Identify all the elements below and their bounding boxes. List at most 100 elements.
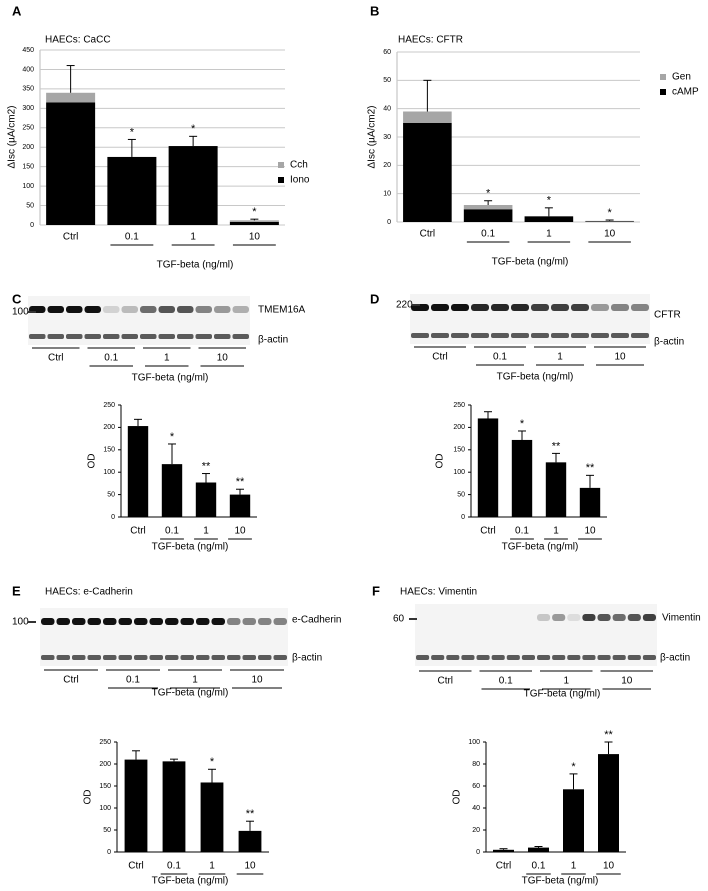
- actin-band: [471, 333, 489, 338]
- y-tick-label: 0: [107, 849, 111, 856]
- y-tick-label: 80: [472, 761, 480, 768]
- x-axis-label: TGF-beta (ng/ml): [502, 542, 579, 553]
- marker-label: 100: [12, 617, 29, 628]
- bar: [200, 782, 224, 852]
- bar-segment: [46, 102, 96, 225]
- y-tick-label: 150: [103, 447, 115, 454]
- chart-title: HAECs: Vimentin: [400, 587, 477, 598]
- x-tick-label: 1: [203, 526, 209, 537]
- actin-band: [491, 333, 509, 338]
- x-tick-label: 10: [244, 861, 256, 872]
- significance: *: [547, 195, 552, 207]
- actin-band: [567, 655, 581, 660]
- x-tick-label: 0.1: [515, 526, 529, 537]
- legend-label: cAMP: [672, 87, 699, 98]
- x-tick-label: Ctrl: [128, 861, 144, 872]
- y-axis-label: OD: [83, 790, 94, 805]
- bar-segment: [585, 220, 634, 222]
- blot-band: [551, 304, 569, 311]
- y-tick-label: 200: [99, 761, 111, 768]
- blot-band: [567, 614, 581, 621]
- actin-band: [571, 333, 589, 338]
- x-tick-label: 10: [604, 229, 616, 240]
- y-tick-label: 350: [22, 86, 34, 93]
- actin-band: [158, 334, 175, 339]
- actin-band: [211, 655, 225, 660]
- actin-band: [195, 334, 212, 339]
- panel-letter: A: [12, 3, 22, 18]
- significance: **: [552, 440, 561, 452]
- lane-label: 10: [614, 352, 626, 363]
- lane-label: 1: [192, 675, 198, 686]
- x-tick-label: 0.1: [532, 861, 546, 872]
- blot-band: [571, 304, 589, 311]
- y-tick-label: 100: [22, 183, 34, 190]
- marker-label: 220: [396, 300, 413, 311]
- control-label: β-actin: [258, 335, 288, 346]
- blot-band: [627, 614, 641, 621]
- actin-band: [66, 334, 83, 339]
- significance: **: [246, 808, 255, 820]
- y-tick-label: 60: [472, 783, 480, 790]
- x-tick-label: 0.1: [481, 229, 495, 240]
- actin-band: [103, 334, 120, 339]
- bar-segment: [463, 209, 513, 222]
- blot-band: [103, 618, 117, 625]
- blot-band: [140, 306, 157, 313]
- blot-band: [214, 306, 231, 313]
- actin-band: [165, 655, 179, 660]
- blot-band: [471, 304, 489, 311]
- actin-band: [446, 655, 460, 660]
- actin-band: [537, 655, 551, 660]
- bar: [598, 754, 619, 852]
- actin-band: [506, 655, 520, 660]
- x-tick-label: 10: [234, 526, 246, 537]
- panel-letter: C: [12, 291, 22, 306]
- bar-segment: [107, 156, 157, 225]
- y-tick-label: 60: [383, 49, 391, 56]
- significance: *: [170, 431, 175, 443]
- legend-swatch: [278, 162, 284, 168]
- y-tick-label: 0: [461, 514, 465, 521]
- y-tick-label: 100: [453, 469, 465, 476]
- y-tick-label: 50: [457, 491, 465, 498]
- bar-segment: [229, 221, 279, 225]
- y-tick-label: 10: [383, 191, 391, 198]
- bar: [579, 487, 601, 517]
- actin-band: [196, 655, 210, 660]
- actin-band: [411, 333, 429, 338]
- actin-band: [627, 655, 641, 660]
- bar: [127, 426, 149, 517]
- blot-band: [642, 614, 656, 621]
- blot-band: [134, 618, 148, 625]
- x-tick-label: 1: [553, 526, 559, 537]
- x-tick-label: 10: [249, 232, 261, 243]
- blot-x-label: TGF-beta (ng/ml): [132, 373, 209, 384]
- actin-band: [612, 655, 626, 660]
- actin-band: [140, 334, 157, 339]
- blot-band: [72, 618, 86, 625]
- actin-band: [551, 333, 569, 338]
- bar: [161, 464, 183, 517]
- y-tick-label: 150: [99, 783, 111, 790]
- bar: [229, 494, 251, 517]
- blot-band: [47, 306, 64, 313]
- blot-band: [491, 304, 509, 311]
- blot-band: [227, 618, 241, 625]
- blot-band: [196, 618, 210, 625]
- lane-label: 1: [563, 676, 569, 687]
- protein-label: e-Cadherin: [292, 615, 341, 626]
- y-tick-label: 250: [99, 739, 111, 746]
- actin-band: [642, 655, 656, 660]
- actin-band: [531, 333, 549, 338]
- x-tick-label: Ctrl: [480, 526, 496, 537]
- actin-band: [591, 333, 609, 338]
- panel-letter: E: [12, 583, 21, 598]
- blot-band: [537, 614, 551, 621]
- blot-band: [66, 306, 83, 313]
- blot-band: [258, 618, 272, 625]
- bar-segment: [229, 220, 279, 222]
- y-tick-label: 450: [22, 47, 34, 54]
- significance: *: [607, 207, 612, 219]
